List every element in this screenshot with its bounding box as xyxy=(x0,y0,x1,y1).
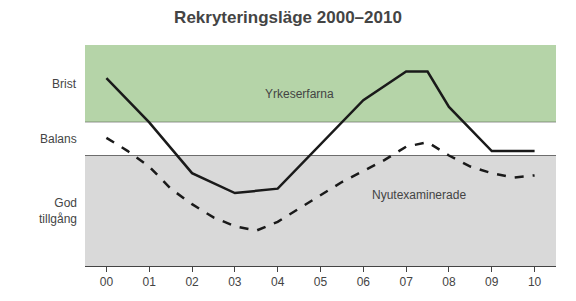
svg-text:09: 09 xyxy=(485,275,499,289)
svg-text:Yrkeserfarna: Yrkeserfarna xyxy=(265,87,334,101)
svg-text:Balans: Balans xyxy=(40,132,77,146)
svg-text:Brist: Brist xyxy=(52,77,77,91)
svg-text:10: 10 xyxy=(528,275,542,289)
svg-text:01: 01 xyxy=(143,275,157,289)
svg-text:Rekryteringsläge 2000–2010: Rekryteringsläge 2000–2010 xyxy=(174,8,402,27)
svg-text:06: 06 xyxy=(357,275,371,289)
svg-text:00: 00 xyxy=(100,275,114,289)
svg-text:02: 02 xyxy=(185,275,199,289)
svg-text:Nyutexaminerade: Nyutexaminerade xyxy=(372,188,466,202)
svg-text:08: 08 xyxy=(442,275,456,289)
svg-text:04: 04 xyxy=(271,275,285,289)
svg-text:07: 07 xyxy=(399,275,413,289)
svg-text:Godtillgång: Godtillgång xyxy=(39,196,77,226)
svg-text:03: 03 xyxy=(228,275,242,289)
svg-text:05: 05 xyxy=(314,275,328,289)
